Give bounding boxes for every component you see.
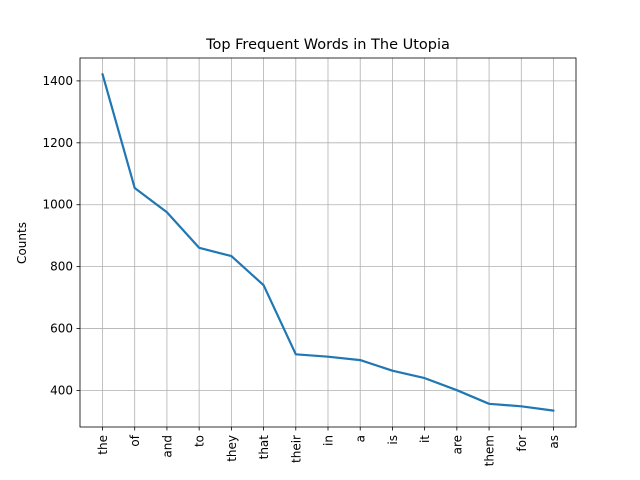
- x-axis: the of and to they that their in a is it are them for…: [96, 427, 561, 466]
- y-tick-label: 1200: [42, 136, 73, 150]
- y-tick-label: 1400: [42, 74, 73, 88]
- x-tick-label: and: [160, 435, 174, 458]
- x-tick-label: it: [418, 435, 432, 443]
- x-tick-label: that: [257, 435, 271, 460]
- x-tick-label: a: [354, 435, 368, 442]
- series-line-counts: [101, 72, 555, 412]
- x-tick-label: of: [128, 434, 142, 446]
- x-tick-label: is: [386, 435, 400, 445]
- gridlines: [80, 58, 576, 427]
- x-tick-label: as: [547, 435, 561, 449]
- x-tick-label: to: [193, 435, 207, 447]
- y-tick-label: 800: [50, 260, 73, 274]
- y-tick-label: 400: [50, 383, 73, 397]
- y-axis-label: Counts: [15, 222, 29, 264]
- y-tick-label: 600: [50, 322, 73, 336]
- x-tick-label: their: [289, 435, 303, 463]
- x-tick-label: them: [483, 435, 497, 466]
- x-tick-label: they: [225, 435, 239, 462]
- x-tick-label: the: [96, 435, 110, 455]
- y-tick-label: 1000: [42, 198, 73, 212]
- y-axis: 400 600 800 1000 1200 1400: [42, 74, 80, 397]
- x-tick-label: are: [450, 435, 464, 454]
- chart-title: Top Frequent Words in The Utopia: [205, 37, 450, 53]
- x-tick-label: in: [322, 435, 336, 446]
- x-tick-label: for: [515, 435, 529, 452]
